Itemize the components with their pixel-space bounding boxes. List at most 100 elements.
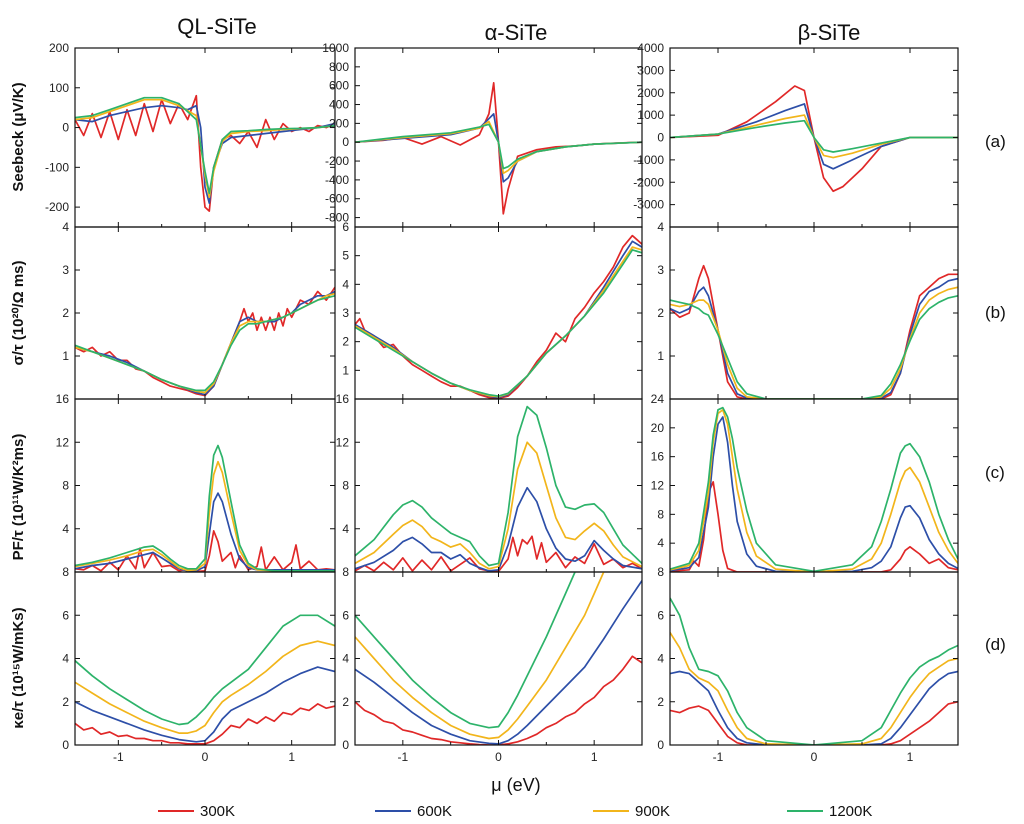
- y-tick-label: 4: [657, 652, 664, 666]
- series-line-300k: [75, 94, 335, 212]
- y-tick-label: 2: [342, 695, 349, 709]
- panel-r0-c2: -3000 -2000 -1000 0 1000 2000 3000 4000: [633, 41, 959, 228]
- y-tick-label: -800: [325, 211, 349, 225]
- series-line-300k: [355, 535, 642, 572]
- y-tick-label: 1: [657, 349, 664, 363]
- panel-r2-c0: 4 8 12 16: [56, 392, 336, 573]
- series-line-900k: [355, 246, 642, 398]
- row-tag-a: (a): [985, 132, 1006, 151]
- series-group: [670, 85, 958, 193]
- x-axis-label: μ (eV): [491, 775, 540, 795]
- panel-r3-c0: -1 0 1 0 2 4 6 8: [62, 565, 336, 764]
- x-tick-label: 0: [811, 750, 818, 764]
- y-tick-label: 6: [342, 220, 349, 234]
- y-tick-label: 1000: [637, 108, 664, 122]
- y-tick-label: 4: [62, 522, 69, 536]
- row-tag-d: (d): [985, 635, 1006, 654]
- series-line-600k: [355, 486, 642, 572]
- series-line-1200k: [355, 123, 642, 170]
- y-tick-label: -1000: [633, 153, 664, 167]
- series-line-1200k: [75, 614, 335, 726]
- y-tick-label: 3000: [637, 63, 664, 77]
- column-title-ql-sitae: QL-SiTe: [177, 14, 256, 39]
- series-line-300k: [670, 700, 958, 745]
- y-tick-label: 24: [651, 392, 665, 406]
- series-line-300k: [670, 264, 958, 399]
- y-tick-label: -3000: [633, 198, 664, 212]
- panel-r1-c0: 1 2 3 4: [62, 220, 336, 400]
- series-line-1200k: [355, 249, 642, 397]
- y-tick-label: 0: [62, 121, 69, 135]
- y-tick-label: 1000: [322, 41, 349, 55]
- series-line-1200k: [355, 405, 642, 567]
- y-tick-label: 0: [342, 738, 349, 752]
- y-tick-label: 2: [657, 695, 664, 709]
- panel-r2-c1: 4 8 12 16: [336, 392, 643, 573]
- legend-label-900k: 900K: [635, 803, 670, 820]
- series-line-1200k: [75, 294, 335, 392]
- y-tick-label: 1: [62, 349, 69, 363]
- series-line-1200k: [670, 406, 958, 572]
- y-tick-label: 2: [342, 335, 349, 349]
- panel-r0-c0: -200 -100 0 100 200: [45, 41, 336, 228]
- series-line-300k: [670, 85, 958, 193]
- series-line-900k: [355, 441, 642, 570]
- series-line-900k: [355, 572, 605, 740]
- series-line-600k: [670, 670, 958, 745]
- ylabel-seebeck: Seebeck (μV/K): [10, 82, 27, 191]
- y-tick-label: 12: [651, 479, 665, 493]
- x-tick-label: 0: [202, 750, 209, 764]
- series-group: [355, 405, 642, 572]
- y-tick-label: 16: [651, 450, 665, 464]
- panel-r1-c1: 1 2 3 4 5 6: [342, 220, 643, 400]
- y-tick-label: 16: [336, 392, 350, 406]
- y-tick-label: 200: [49, 41, 69, 55]
- panel-frame: [669, 571, 959, 746]
- row-tag-c: (c): [985, 463, 1005, 482]
- y-tick-label: 8: [62, 479, 69, 493]
- y-tick-label: -200: [325, 154, 349, 168]
- column-title-beta-sitae: β-SiTe: [798, 20, 861, 45]
- series-line-600k: [670, 103, 958, 170]
- x-tick-label: -1: [713, 750, 724, 764]
- y-tick-label: 20: [651, 421, 665, 435]
- y-tick-label: 4: [62, 652, 69, 666]
- y-tick-label: -600: [325, 192, 349, 206]
- y-tick-label: 1: [342, 363, 349, 377]
- y-tick-label: 0: [657, 131, 664, 145]
- y-tick-label: 600: [329, 79, 349, 93]
- column-titles: QL-SiTe α-SiTe β-SiTe: [177, 14, 860, 45]
- x-tick-label: 1: [907, 750, 914, 764]
- y-tick-label: 8: [62, 565, 69, 579]
- series-line-1200k: [670, 294, 958, 399]
- series-line-300k: [670, 481, 958, 572]
- x-tick-label: 1: [591, 750, 598, 764]
- y-tick-label: 200: [329, 116, 349, 130]
- y-tick-label: 0: [657, 738, 664, 752]
- series-line-1200k: [75, 444, 335, 572]
- panel-r1-c2: 1 2 3 4: [657, 220, 959, 400]
- ylabel-sigma-tau: σ/τ (10²⁰/Ω ms): [10, 260, 27, 365]
- series-line-300k: [75, 286, 335, 397]
- y-tick-label: 100: [49, 81, 69, 95]
- series-line-600k: [75, 104, 335, 204]
- ylabel-kappa-tau: κe/τ (10¹⁵W/mKs): [10, 607, 27, 728]
- series-line-900k: [670, 632, 958, 745]
- x-tick-label: -1: [397, 750, 408, 764]
- series-group: [355, 82, 642, 215]
- y-tick-label: 8: [342, 479, 349, 493]
- series-line-300k: [355, 655, 642, 745]
- series-line-900k: [670, 286, 958, 399]
- y-tick-label: 6: [62, 608, 69, 622]
- y-tick-label: 5: [342, 249, 349, 263]
- series-line-900k: [75, 640, 335, 734]
- y-tick-label: 2000: [637, 86, 664, 100]
- y-tick-label: 0: [342, 135, 349, 149]
- y-tick-label: 4: [342, 277, 349, 291]
- y-tick-label: 2: [657, 306, 664, 320]
- y-tick-label: 12: [336, 435, 350, 449]
- column-title-alpha-sitae: α-SiTe: [485, 20, 548, 45]
- row-tag-b: (b): [985, 303, 1006, 322]
- y-tick-label: 2: [62, 695, 69, 709]
